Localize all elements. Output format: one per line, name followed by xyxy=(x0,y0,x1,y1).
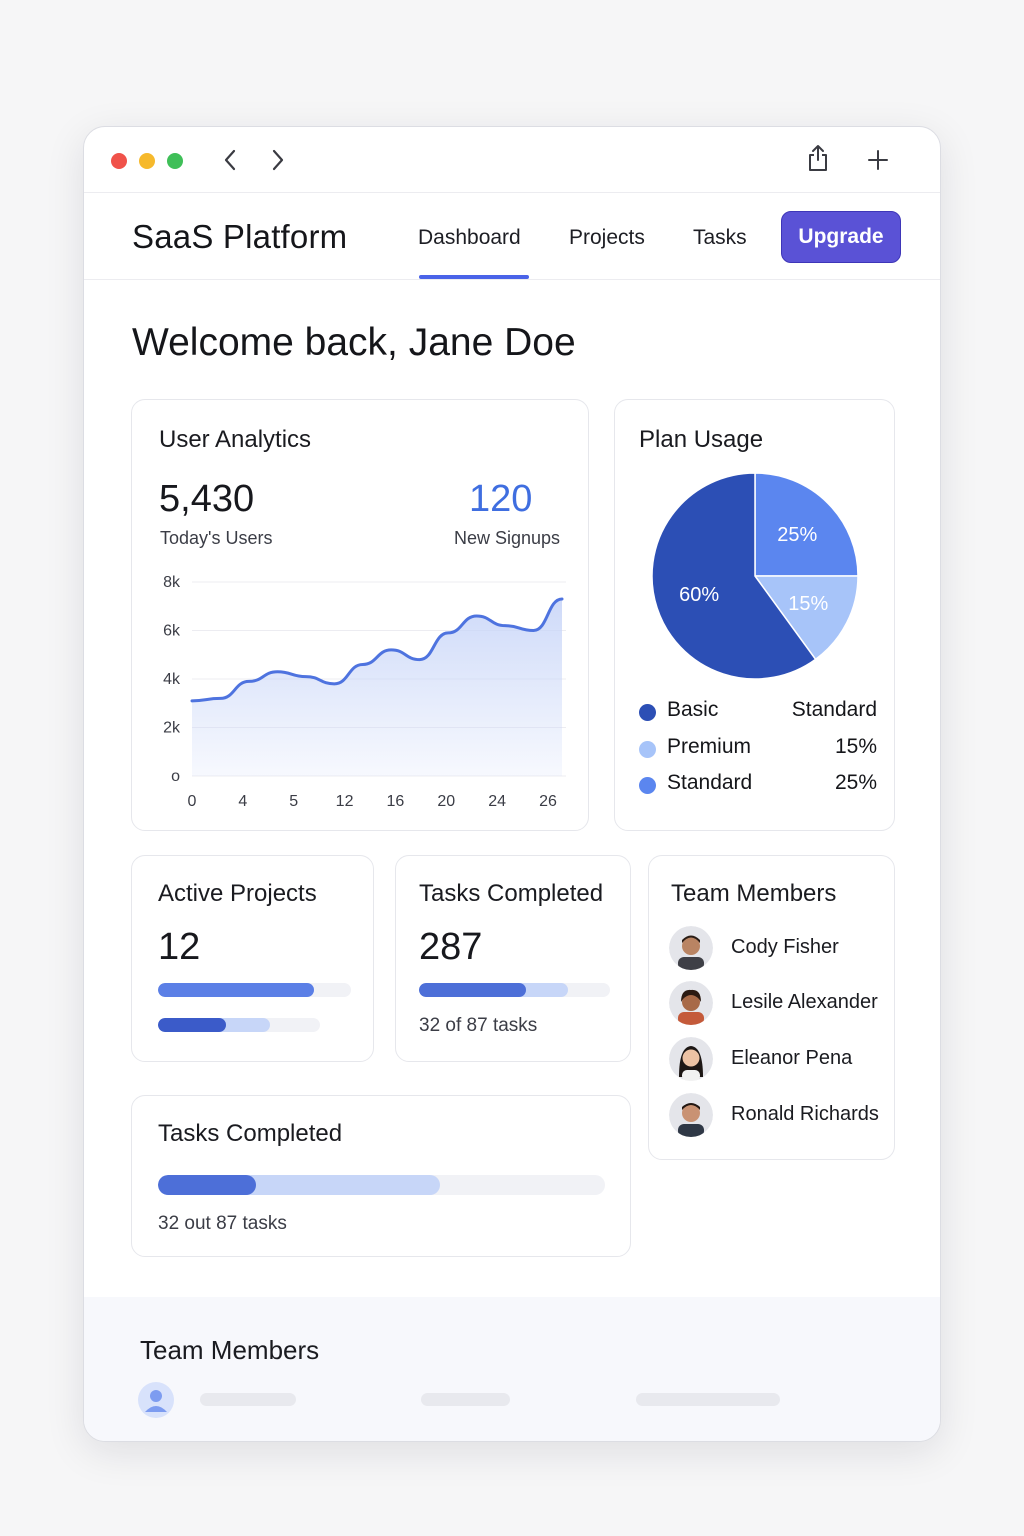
x-tick-label: 20 xyxy=(437,793,455,810)
new-tab-icon[interactable] xyxy=(865,147,891,173)
skeleton-placeholder xyxy=(421,1393,510,1406)
avatar xyxy=(669,926,713,970)
legend-dot-premium xyxy=(639,741,656,758)
team-member-name: Lesile Alexander xyxy=(731,991,878,1013)
avatar xyxy=(669,981,713,1025)
pie-slice-label: 15% xyxy=(788,593,828,615)
active-projects-progress xyxy=(158,983,351,997)
tasks-completed-value: 287 xyxy=(419,926,483,968)
avatar xyxy=(669,1093,713,1137)
legend-value: 15% xyxy=(834,735,877,758)
nav-projects[interactable]: Projects xyxy=(569,226,645,249)
legend-dot-standard xyxy=(639,777,656,794)
pie-slice xyxy=(651,472,817,680)
legend-premium: Premium 15% xyxy=(639,735,877,765)
skeleton-placeholder xyxy=(636,1393,780,1406)
y-tick-label: 8k xyxy=(163,574,181,591)
user-analytics-chart: o 2k 4k 6k 8k 0 4 5 12 16 20 24 26 xyxy=(163,574,566,810)
legend-label: Basic xyxy=(667,698,719,721)
welcome-heading: Welcome back, Jane Doe xyxy=(132,321,576,364)
tasks-completed-caption: 32 of 87 tasks xyxy=(419,1015,538,1036)
tasks-completed-wide-progress xyxy=(158,1175,605,1195)
active-projects-value: 12 xyxy=(158,926,201,968)
user-analytics-title: User Analytics xyxy=(159,426,312,453)
avatar xyxy=(669,1037,713,1081)
todays-users-value: 5,430 xyxy=(159,478,255,520)
new-signups-value: 120 xyxy=(469,478,533,520)
x-tick-label: 24 xyxy=(488,793,506,810)
plan-usage-card: Plan Usage 25% 15% 60% Basic Standard Prem… xyxy=(614,399,895,831)
y-tick-label: 2k xyxy=(163,720,181,737)
close-window-button[interactable] xyxy=(111,153,127,169)
x-tick-label: 4 xyxy=(238,793,247,810)
team-member-name: Cody Fisher xyxy=(731,936,839,958)
pie-slice-label: 25% xyxy=(777,524,817,546)
x-tick-label: 12 xyxy=(336,793,354,810)
legend-value: Standard xyxy=(791,698,877,721)
legend-value: 25% xyxy=(834,771,877,794)
brand-title: SaaS Platform xyxy=(132,218,348,255)
legend-dot-basic xyxy=(639,704,656,721)
x-tick-label: 5 xyxy=(289,793,298,810)
progress-fill-dark xyxy=(158,1175,257,1195)
team-member-name: Ronald Richards xyxy=(731,1103,879,1125)
user-avatar-icon xyxy=(138,1382,174,1418)
legend-label: Standard xyxy=(667,771,753,794)
series-line xyxy=(190,597,564,703)
tasks-completed-progress xyxy=(419,983,610,997)
tasks-completed-card: Tasks Completed 287 32 of 87 tasks xyxy=(395,855,631,1062)
skeleton-placeholder xyxy=(200,1393,296,1406)
active-projects-secondary-progress xyxy=(158,1018,320,1032)
forward-icon[interactable] xyxy=(264,147,290,173)
team-member[interactable]: Cody Fisher xyxy=(669,926,899,972)
team-member[interactable]: Lesile Alexander xyxy=(669,981,899,1027)
tasks-completed-title: Tasks Completed xyxy=(419,880,604,907)
tasks-completed-wide-card: Tasks Completed 32 out 87 tasks xyxy=(131,1095,631,1257)
progress-fill xyxy=(158,983,315,997)
user-analytics-card: User Analytics 5,430 Today's Users 120 N… xyxy=(131,399,589,831)
team-members-section: Team Members xyxy=(84,1297,940,1441)
team-members-card: Team Members Cody Fisher Lesile Alexande… xyxy=(648,855,895,1160)
progress-fill-dark xyxy=(158,1018,227,1032)
x-tick-label: 0 xyxy=(188,793,197,810)
share-icon[interactable] xyxy=(805,145,831,171)
tasks-completed-wide-title: Tasks Completed xyxy=(158,1120,343,1147)
y-tick-label: 4k xyxy=(163,671,181,688)
legend-label: Premium xyxy=(667,735,752,758)
progress-fill-dark xyxy=(419,983,526,997)
app-navbar: SaaS Platform Dashboard Projects Tasks U… xyxy=(84,193,940,280)
y-tick-label: 6k xyxy=(163,623,181,640)
plan-usage-title: Plan Usage xyxy=(639,426,764,453)
team-members-section-title: Team Members xyxy=(140,1335,320,1365)
new-signups-label: New Signups xyxy=(454,528,561,548)
plan-usage-pie: 25% 15% 60% xyxy=(651,472,859,680)
active-projects-card: Active Projects 12 xyxy=(131,855,374,1062)
pie-slice xyxy=(753,575,859,661)
tasks-completed-wide-caption: 32 out 87 tasks xyxy=(158,1213,287,1234)
team-member[interactable]: Ronald Richards xyxy=(669,1093,899,1139)
area-fill xyxy=(192,598,562,776)
x-tick-label: 26 xyxy=(539,793,557,810)
legend-basic: Basic Standard xyxy=(639,698,877,728)
pie-slice xyxy=(754,472,859,577)
window-titlebar xyxy=(84,127,940,193)
legend-standard: Standard 25% xyxy=(639,771,877,801)
team-member-name: Eleanor Pena xyxy=(731,1047,853,1069)
nav-tasks[interactable]: Tasks xyxy=(693,226,747,249)
minimize-window-button[interactable] xyxy=(139,153,155,169)
upgrade-button[interactable]: Upgrade xyxy=(781,211,901,263)
pie-slice-label: 60% xyxy=(679,584,719,606)
back-icon[interactable] xyxy=(218,147,244,173)
todays-users-label: Today's Users xyxy=(160,528,273,548)
team-member[interactable]: Eleanor Pena xyxy=(669,1037,899,1083)
nav-dashboard[interactable]: Dashboard xyxy=(418,226,521,249)
active-projects-title: Active Projects xyxy=(158,880,317,907)
maximize-window-button[interactable] xyxy=(167,153,183,169)
active-nav-indicator xyxy=(419,275,529,279)
y-tick-label: o xyxy=(171,768,180,785)
browser-window: SaaS Platform Dashboard Projects Tasks U… xyxy=(83,126,941,1442)
x-tick-label: 16 xyxy=(387,793,405,810)
team-members-title: Team Members xyxy=(671,880,837,907)
